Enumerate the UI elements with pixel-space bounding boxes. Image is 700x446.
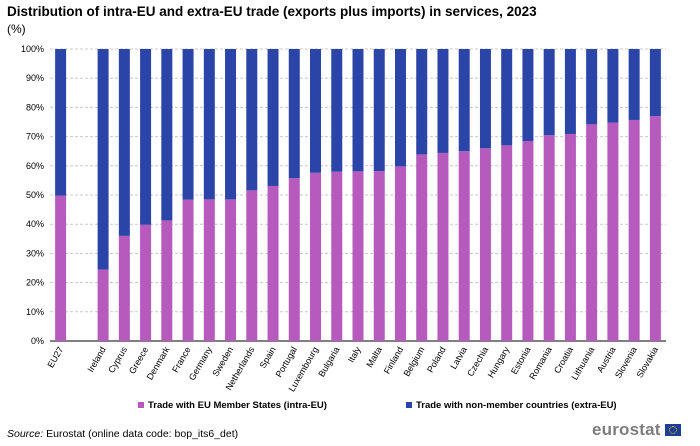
x-axis-ticks: EU27 IrelandCyprusGreeceDenmarkFranceGerm… [45,345,660,394]
source-note: Source: Eurostat (online data code: bop_… [7,428,238,440]
bar-extra-eu [310,49,322,173]
y-tick-label: 0% [31,336,44,346]
bar-intra-eu [55,195,67,341]
bars [55,49,661,342]
bar-intra-eu [118,235,130,341]
bar-intra-eu [416,154,428,341]
y-tick-label: 70% [26,132,44,142]
bar-intra-eu [522,140,534,341]
bar-extra-eu [543,49,555,136]
bar-extra-eu [97,49,109,270]
bar-intra-eu [607,122,619,341]
bar-extra-eu [437,49,449,153]
source-label: Source: [7,428,44,440]
bar-intra-eu [628,119,640,342]
x-tick-label: EU27 [45,345,65,369]
eu-flag-icon [664,424,681,436]
bar-intra-eu [288,178,300,341]
bar-intra-eu [373,171,385,341]
bar-intra-eu [352,171,364,341]
bar-intra-eu [161,220,173,341]
chart-title: Distribution of intra-EU and extra-EU tr… [7,4,537,19]
legend-label: Trade with non-member countries (extra-E… [416,400,617,411]
y-tick-label: 90% [26,73,44,83]
y-tick-label: 100% [21,44,44,54]
bar-intra-eu [649,116,661,341]
legend-label: Trade with EU Member States (intra-EU) [148,400,327,411]
x-tick-label: France [170,345,193,374]
bar-extra-eu [564,49,576,134]
x-tick-label: Ireland [85,345,107,374]
bar-extra-eu [479,49,491,149]
bar-extra-eu [161,49,173,221]
bar-extra-eu [522,49,534,141]
bar-extra-eu [628,49,640,120]
bar-intra-eu [140,224,152,341]
bar-intra-eu [182,199,194,341]
bar-extra-eu [373,49,385,172]
bar-intra-eu [203,199,215,341]
logo-text: eurostat [592,420,661,439]
x-tick-label: Spain [258,345,278,370]
bar-intra-eu [586,124,598,341]
bar-intra-eu [246,190,258,341]
x-tick-label: Poland [425,345,448,374]
chart-subtitle: (%) [7,22,26,36]
eurostat-logo: eurostat [592,420,681,440]
source-text: Eurostat (online data code: bop_its6_det… [43,428,239,440]
bar-extra-eu [225,49,237,200]
bar-extra-eu [246,49,258,191]
bar-intra-eu [437,152,449,341]
x-tick-label: Cyprus [106,345,129,375]
legend-swatch [138,402,144,408]
legend: Trade with EU Member States (intra-EU) Tr… [138,400,617,411]
bar-intra-eu [479,148,491,341]
bar-extra-eu [118,49,130,236]
x-tick-label: Croatia [552,345,575,375]
bar-extra-eu [458,49,470,152]
bar-extra-eu [586,49,598,125]
y-tick-label: 80% [26,102,44,112]
y-tick-label: 10% [26,307,44,317]
bar-intra-eu [501,145,513,341]
bar-extra-eu [140,49,152,225]
y-axis-ticks: 0% 10% 20% 30% 40% 50% 60% 70% 80% 90% 100% [21,44,44,346]
bar-intra-eu [310,172,322,341]
y-tick-label: 60% [26,161,44,171]
bar-extra-eu [394,49,406,167]
bar-extra-eu [182,49,194,200]
bar-extra-eu [416,49,428,155]
bar-extra-eu [203,49,215,200]
bar-extra-eu [649,49,661,117]
bar-intra-eu [225,199,237,341]
bar-intra-eu [394,166,406,341]
bar-extra-eu [331,49,343,172]
y-tick-label: 50% [26,190,44,200]
x-tick-label: Latvia [448,345,469,371]
bar-intra-eu [267,185,279,341]
bar-extra-eu [607,49,619,123]
bar-intra-eu [543,135,555,341]
bar-extra-eu [352,49,364,172]
bar-intra-eu [97,269,109,341]
bar-extra-eu [55,49,67,196]
x-tick-label: Italy [346,345,363,365]
bar-intra-eu [458,151,470,341]
x-tick-label: Austria [595,345,618,374]
legend-swatch [406,402,412,408]
bar-extra-eu [288,49,300,179]
y-tick-label: 20% [26,278,44,288]
y-tick-label: 40% [26,219,44,229]
bar-intra-eu [564,133,576,341]
bar-intra-eu [331,171,343,341]
x-tick-label: Belgium [402,345,427,378]
bar-extra-eu [501,49,513,146]
bar-extra-eu [267,49,279,186]
y-tick-label: 30% [26,248,44,258]
x-tick-label: Malta [364,345,384,369]
